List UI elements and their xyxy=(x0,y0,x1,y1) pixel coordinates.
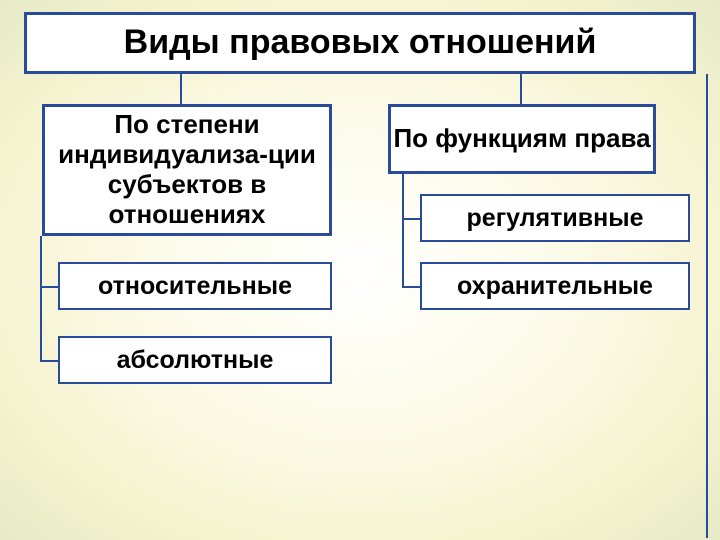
left-header-box: По степени индивидуализа-ции субъектов в… xyxy=(42,104,332,236)
title-text: Виды правовых отношений xyxy=(124,23,597,62)
title-box: Виды правовых отношений xyxy=(24,12,696,74)
connector-line xyxy=(40,286,58,288)
right-item-box: охранительные xyxy=(420,262,690,310)
connector-line xyxy=(520,74,522,104)
right-item-text: охранительные xyxy=(457,272,653,301)
connector-line xyxy=(706,74,708,538)
connector-line xyxy=(402,286,420,288)
right-item-text: регулятивные xyxy=(467,204,644,233)
right-item-box: регулятивные xyxy=(420,194,690,242)
left-header-text: По степени индивидуализа-ции субъектов в… xyxy=(45,110,329,230)
connector-line xyxy=(40,360,58,362)
right-header-box: По функциям права xyxy=(388,104,656,174)
left-item-text: относительные xyxy=(98,272,292,301)
left-item-text: абсолютные xyxy=(117,346,274,375)
connector-line xyxy=(402,218,420,220)
connector-line xyxy=(40,236,42,362)
right-header-text: По функциям права xyxy=(393,124,650,154)
left-item-box: относительные xyxy=(58,262,332,310)
left-item-box: абсолютные xyxy=(58,336,332,384)
connector-line xyxy=(402,174,404,288)
connector-line xyxy=(180,74,182,104)
